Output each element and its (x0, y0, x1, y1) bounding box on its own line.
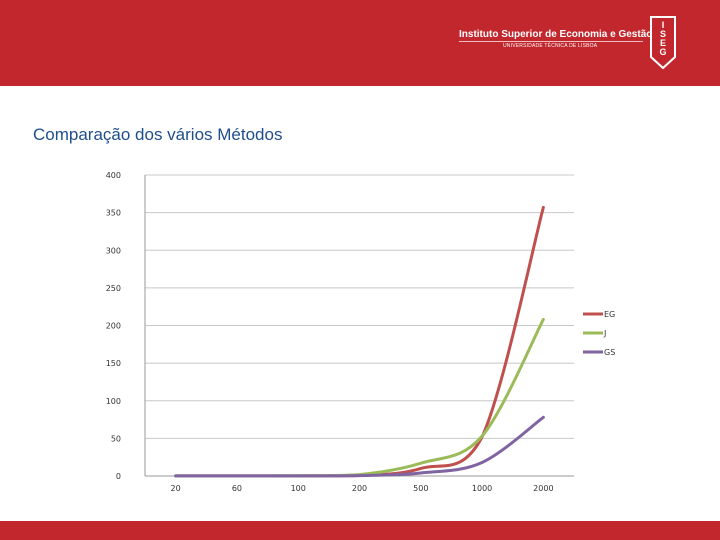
series-line-j (174, 317, 545, 478)
y-tick-label: 150 (106, 359, 121, 368)
iseg-logo: I S E G (650, 16, 676, 70)
legend-label-eg: EG (604, 310, 615, 319)
logo-letter-i: I (662, 20, 665, 30)
series-line-gs (174, 415, 545, 478)
university-name: UNIVERSIDADE TÉCNICA DE LISBOA (503, 43, 598, 49)
y-tick-label: 200 (106, 322, 121, 331)
y-tick-label: 400 (106, 171, 121, 180)
x-tick-label: 200 (352, 484, 367, 493)
logo-letter-s: S (660, 29, 666, 39)
x-tick-label: 1000 (472, 484, 492, 493)
y-tick-label: 0 (116, 472, 121, 481)
x-tick-label: 20 (171, 484, 181, 493)
series-line-eg (174, 205, 545, 478)
x-tick-label: 100 (291, 484, 306, 493)
header-band: Instituto Superior de Economia e Gestão … (0, 0, 720, 86)
y-tick-label: 50 (111, 434, 121, 443)
slide-title: Comparação dos vários Métodos (33, 125, 283, 144)
y-tick-label: 300 (106, 246, 121, 255)
x-tick-label: 60 (232, 484, 242, 493)
x-tick-label: 500 (413, 484, 428, 493)
y-tick-label: 350 (106, 209, 121, 218)
legend-label-j: J (603, 329, 606, 338)
logo-letter-e: E (660, 38, 666, 48)
logo-letter-g: G (659, 47, 666, 57)
y-tick-label: 100 (106, 397, 121, 406)
line-chart: 0 50 100 150 200 250 300 350 400 20 60 100 200 500 100… (106, 171, 616, 493)
legend-label-gs: GS (604, 348, 615, 357)
x-tick-label: 2000 (533, 484, 553, 493)
institution-divider (459, 41, 643, 42)
footer-band (0, 521, 720, 540)
y-tick-label: 250 (106, 284, 121, 293)
institution-name: Instituto Superior de Economia e Gestão (459, 29, 653, 40)
